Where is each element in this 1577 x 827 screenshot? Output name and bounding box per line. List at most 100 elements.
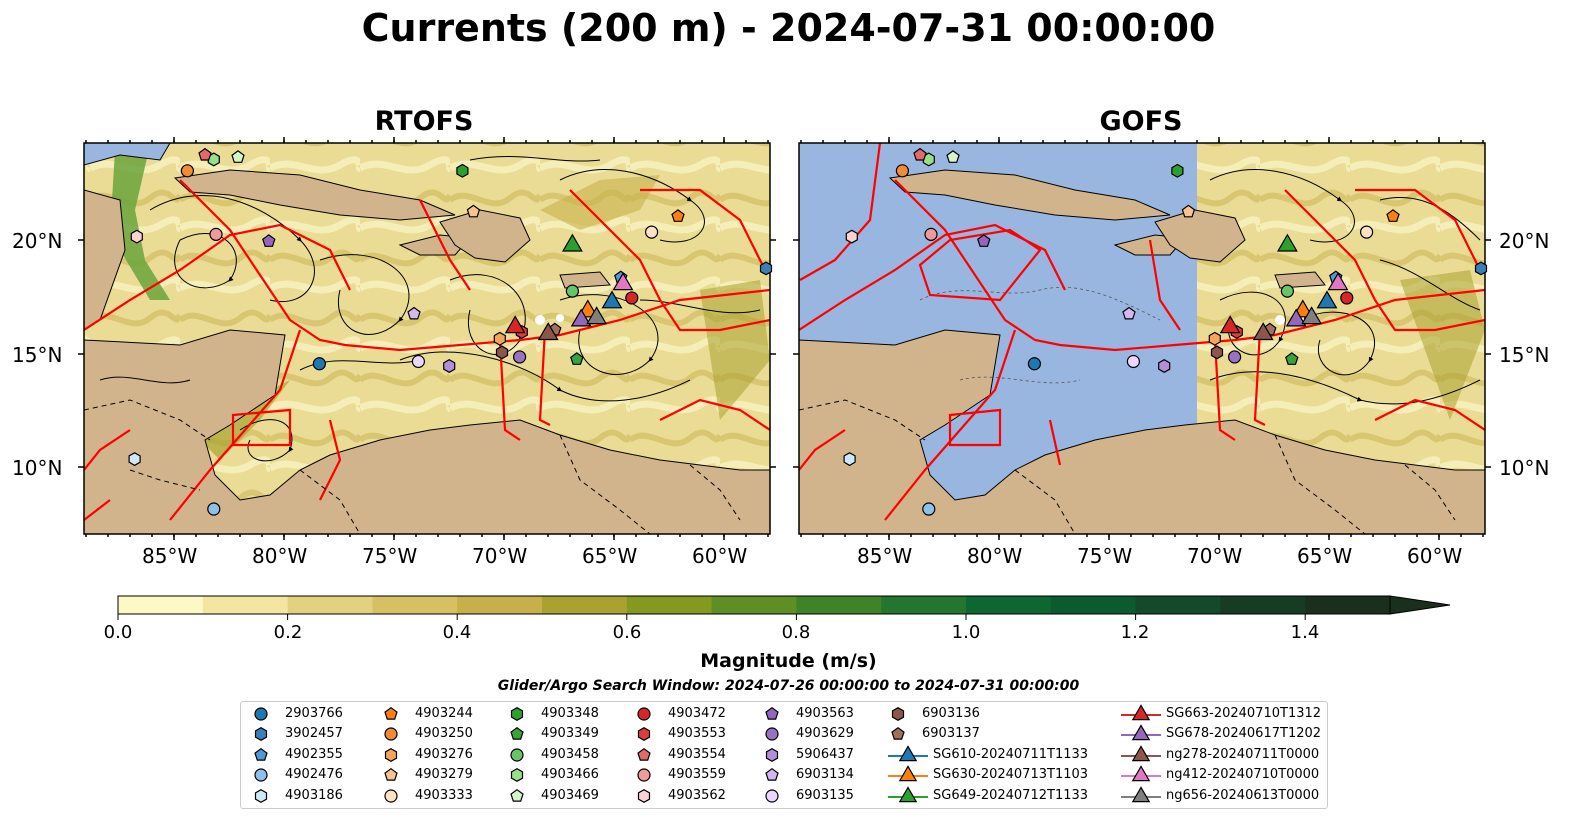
marker-SG610-20240711T1133 (601, 290, 623, 309)
circle-marker-icon (765, 788, 779, 803)
marker-SG678-20240617T1202 (1285, 308, 1307, 327)
marker-4903186 (843, 452, 856, 467)
legend-label: 4903466 (541, 767, 599, 783)
colorbar-cell (1050, 596, 1137, 614)
rtofs-map (83, 142, 773, 535)
legend-label: 4902476 (285, 767, 343, 783)
legend-label: 4903349 (541, 726, 599, 742)
marker-4903554 (913, 147, 927, 161)
marker-4903629 (512, 350, 527, 364)
marker-6903135 (411, 354, 425, 369)
lon-tick-75w: 75°W (362, 544, 418, 568)
legend-label: 6903135 (796, 787, 854, 803)
legend-label: 4903553 (668, 726, 726, 742)
search-window-text: Glider/Argo Search Window: 2024-07-26 00… (497, 678, 1080, 694)
triangle-marker-icon (1121, 744, 1161, 761)
pentagon-marker-icon (510, 727, 524, 741)
marker-4903250 (895, 164, 910, 178)
marker-4903563 (262, 234, 276, 247)
marker-4903458 (565, 284, 580, 298)
lon-tick-60w: 60°W (692, 544, 748, 568)
colorbar-tick-6: 1.2 (1120, 622, 1150, 643)
pentagon-marker-icon (254, 747, 268, 761)
colorbar-tick-5: 1.0 (951, 622, 981, 643)
legend-label: 4903348 (541, 706, 599, 721)
marker-4903458 (1280, 284, 1295, 298)
hexagon-marker-icon (384, 747, 398, 762)
marker-ng656-20240613T0000 (1301, 306, 1323, 325)
legend-label: ng278-20240711T0000 (1166, 746, 1320, 762)
lon-tick-60w-right: 60°W (1407, 544, 1463, 568)
pentagon-marker-icon (765, 706, 779, 720)
marker-2903766 (312, 357, 326, 371)
legend-label: SG663-20240710T1312 (1166, 706, 1322, 721)
marker-ng656-20240613T0000 (586, 306, 608, 325)
legend-label: 4902355 (285, 746, 343, 762)
marker-4903562 (130, 229, 143, 244)
lat-tick-15n: 15°N (12, 343, 63, 367)
lon-tick-80w: 80°W (252, 544, 308, 568)
lat-tick-20n-right: 20°N (1499, 229, 1550, 253)
lat-tick-10n: 10°N (12, 456, 63, 480)
marker-4903348 (1171, 163, 1184, 178)
rtofs-observation-markers (128, 147, 773, 516)
marker-4903333 (644, 225, 659, 239)
lon-tick-70w: 70°W (472, 544, 528, 568)
circle-marker-icon (254, 707, 268, 721)
circle-marker-icon (384, 727, 398, 741)
marker-SG663-20240710T1312 (504, 315, 526, 334)
colorbar-tick-3: 0.6 (612, 622, 642, 643)
marker-ng278-20240711T0000 (537, 322, 559, 341)
lon-tick-70w-right: 70°W (1187, 544, 1243, 568)
circle-marker-icon (637, 707, 651, 721)
lat-tick-15n-right: 15°N (1499, 343, 1550, 367)
marker-4903349 (570, 352, 584, 365)
legend-label: ng656-20240613T0000 (1166, 787, 1320, 803)
marker-4903629 (1227, 350, 1242, 364)
lon-tick-75w-right: 75°W (1077, 544, 1133, 568)
legend-label: 4903629 (796, 726, 854, 742)
hexagon-marker-icon (891, 707, 905, 721)
legend-label: 4903244 (415, 706, 473, 721)
hexagon-marker-icon (254, 727, 268, 742)
marker-ng278-20240711T0000 (1252, 322, 1274, 341)
pentagon-marker-icon (510, 788, 524, 802)
marker-4903469 (946, 150, 960, 163)
marker-4903244 (1386, 209, 1400, 222)
triangle-marker-icon (1121, 704, 1161, 721)
triangle-marker-icon (888, 744, 928, 761)
marker-4903333 (1359, 225, 1374, 239)
marker-4902476 (922, 502, 936, 516)
marker-SG663-20240710T1312 (1219, 315, 1241, 334)
colorbar-cell (796, 596, 882, 614)
legend-label: 4903250 (415, 726, 473, 742)
hexagon-marker-icon (637, 788, 651, 803)
hexagon-marker-icon (510, 707, 524, 721)
lon-tick-85w-right: 85°W (857, 544, 913, 568)
pentagon-marker-icon (637, 747, 651, 761)
lon-tick-85w: 85°W (142, 544, 198, 568)
legend-label: 6903136 (922, 706, 980, 721)
hexagon-marker-icon (254, 788, 268, 803)
pentagon-marker-icon (765, 768, 779, 781)
hexagon-marker-icon (510, 768, 524, 783)
legend-label: 6903137 (922, 726, 980, 742)
marker-SG649-20240712T1133 (1276, 233, 1298, 252)
legend: 2903766 3902457 4902355 4902476 4903186 49032… (240, 701, 1328, 809)
marker-6903136 (495, 345, 509, 360)
marker-4903250 (180, 164, 194, 178)
colorbar-tick-4: 0.8 (781, 622, 811, 643)
legend-label: 4903562 (668, 787, 726, 803)
legend-label: SG678-20240617T1202 (1166, 726, 1322, 742)
marker-4903279 (466, 204, 481, 218)
marker-3902457 (1474, 261, 1488, 276)
gofs-map (798, 142, 1488, 535)
legend-label: 4903554 (668, 746, 726, 762)
legend-label: 4903276 (415, 746, 473, 762)
colorbar-tick-7: 1.4 (1290, 622, 1320, 643)
marker-4903348 (456, 163, 469, 178)
triangle-marker-icon (1121, 785, 1161, 802)
triangle-marker-icon (1121, 724, 1161, 741)
legend-label: 4903458 (541, 746, 599, 762)
